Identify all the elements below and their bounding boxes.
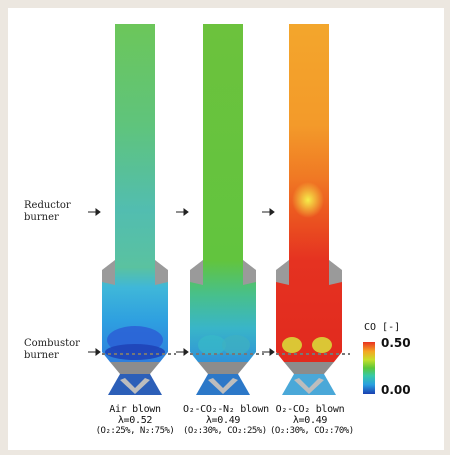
case-caption-air: Air blown λ=0.52 (O₂:25%, N₂:75%)	[95, 404, 175, 436]
case-caption-o2-co2-n2: O₂-CO₂-N₂ blown λ=0.49 (O₂:30%, CO₂:25%)	[183, 404, 269, 436]
reductor-arrows	[88, 208, 275, 216]
combustor-arrows	[88, 348, 275, 356]
gasifier-air-blown	[102, 24, 168, 395]
case-caption-o2-co2: O₂-CO₂ blown λ=0.49 (O₂:30%, CO₂:70%)	[270, 404, 354, 436]
reductor-burner-label: Reductor burner	[24, 200, 71, 223]
legend-max-label: 0.50	[381, 336, 411, 350]
gasifier-o2-co2-blown	[276, 24, 342, 395]
legend-title: CO [-]	[364, 322, 401, 333]
combustor-burner-label: Combustor burner	[24, 338, 80, 361]
legend-colorbar	[363, 342, 375, 394]
gasifier-o2-co2-n2-blown	[190, 24, 256, 395]
legend-min-label: 0.00	[381, 383, 411, 397]
